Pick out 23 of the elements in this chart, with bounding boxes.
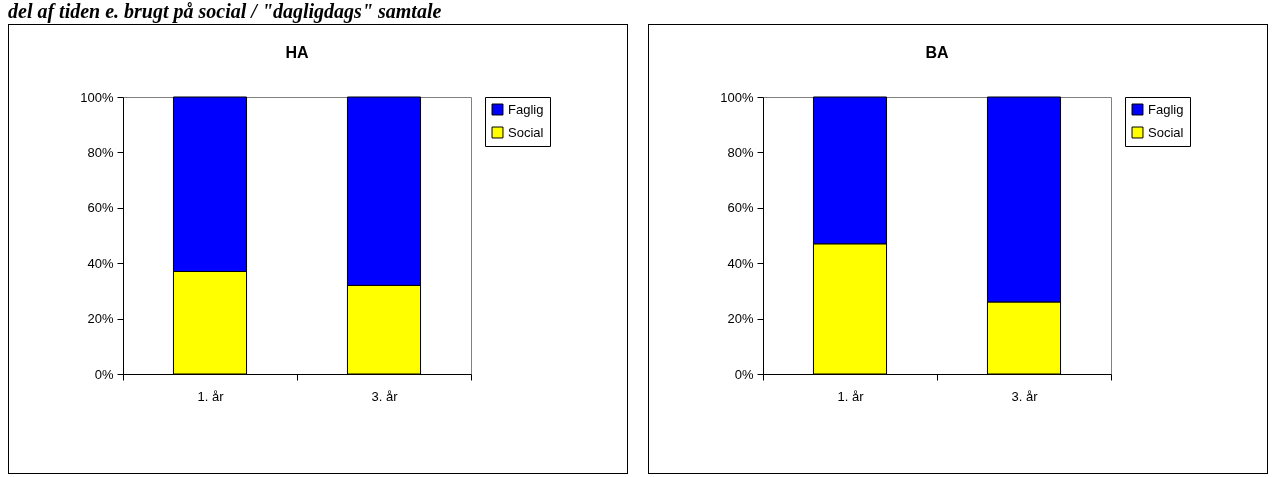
y-tick-label: 60%	[87, 200, 114, 216]
legend-label: Faglig	[1148, 101, 1184, 117]
y-tick-label: 20%	[87, 311, 114, 327]
legend-label: Faglig	[508, 101, 544, 117]
legend-label: Social	[508, 124, 544, 140]
y-tick-label: 40%	[727, 255, 754, 271]
y-tick-label: 20%	[727, 311, 754, 327]
y-tick-label: 100%	[720, 89, 754, 105]
y-tick-label: 80%	[727, 144, 754, 160]
x-tick-label: 3. år	[371, 388, 399, 404]
x-tick-label: 1. år	[837, 388, 865, 404]
y-tick-label: 80%	[87, 144, 114, 160]
x-tick-label: 1. år	[197, 388, 225, 404]
y-tick-label: 0%	[94, 366, 114, 382]
y-tick-label: 60%	[727, 200, 754, 216]
chart-title: HA	[285, 44, 309, 61]
x-tick-label: 3. år	[1011, 388, 1039, 404]
text: del af tiden e. brugt på social / "dagligdags" samtale	[8, 0, 442, 22]
legend-label: Social	[1148, 124, 1184, 140]
y-tick-label: 0%	[734, 366, 754, 382]
y-tick-label: 100%	[80, 89, 114, 105]
chart-title: BA	[925, 44, 949, 61]
y-tick-label: 40%	[87, 255, 114, 271]
